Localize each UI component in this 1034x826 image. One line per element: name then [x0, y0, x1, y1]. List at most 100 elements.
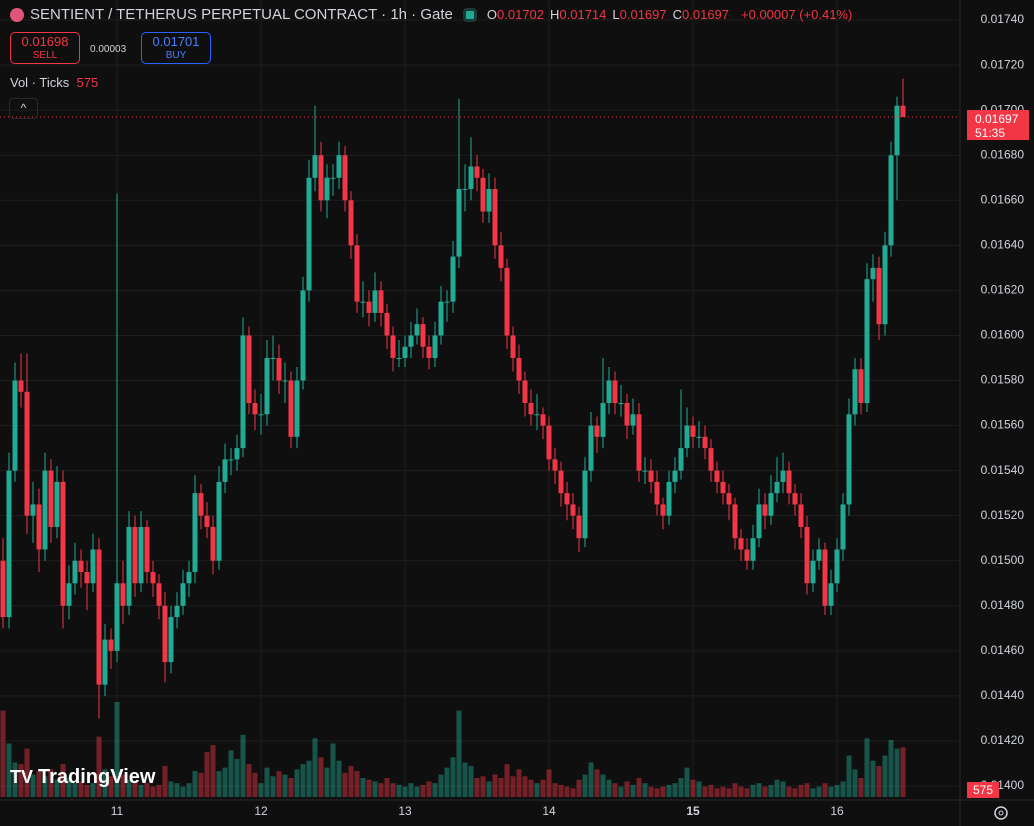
volume-bar: [798, 784, 804, 797]
volume-bar: [54, 779, 60, 797]
candle-body: [432, 335, 438, 358]
volume-bar: [528, 779, 534, 797]
candle-body: [354, 245, 360, 302]
volume-bar: [216, 771, 222, 797]
volume-bar: [792, 788, 798, 797]
candle-body: [528, 403, 534, 415]
candle-body: [852, 369, 858, 415]
candle-body: [534, 414, 540, 416]
volume-bar: [210, 745, 216, 797]
volume-bar: [690, 779, 696, 797]
candle-body: [558, 470, 564, 494]
volume-bar: [396, 784, 402, 797]
volume-bar: [534, 783, 540, 797]
volume-bar: [174, 783, 180, 797]
collapse-button[interactable]: ^: [9, 98, 38, 119]
candle-body: [318, 155, 324, 201]
volume-bar: [720, 786, 726, 797]
volume-bar: [132, 781, 138, 797]
candle-body: [330, 177, 336, 179]
volume-bar: [414, 786, 420, 797]
candle-body: [510, 335, 516, 358]
volume-bar: [738, 786, 744, 797]
volume-bar: [462, 762, 468, 797]
candle-body: [600, 403, 606, 437]
candle-body: [522, 380, 528, 404]
volume-bar: [222, 767, 228, 797]
volume-bar: [684, 767, 690, 797]
candle-body: [792, 493, 798, 505]
y-tick-label: 0.01440: [981, 688, 1025, 702]
volume-bar: [624, 781, 630, 797]
candle-body: [174, 605, 180, 618]
symbol-title: SENTIENT / TETHERUS PERPETUAL CONTRACT ·…: [30, 6, 453, 23]
candle-body: [120, 583, 126, 606]
volume-bar: [774, 779, 780, 797]
volume-bar: [120, 774, 126, 797]
candle-body: [192, 493, 198, 573]
x-tick-label: 15: [686, 804, 700, 818]
volume-bar: [900, 747, 906, 797]
candle-body: [900, 105, 906, 117]
candle-body: [396, 357, 402, 359]
volume-bar: [564, 786, 570, 797]
candle-body: [666, 481, 672, 516]
candle-body: [36, 504, 42, 550]
candle-body: [444, 301, 450, 303]
spread: 0.00003: [90, 44, 127, 55]
y-tick-label: 0.01720: [981, 57, 1025, 71]
sell-button[interactable]: 0.01698 SELL: [10, 32, 80, 64]
volume-bar: [366, 779, 372, 797]
candle-body: [744, 549, 750, 561]
volume-bar: [516, 769, 522, 797]
price-tag-countdown: 51:35: [975, 126, 1006, 140]
candle-body: [186, 572, 192, 584]
volume-bar: [198, 772, 204, 797]
candle-body: [222, 459, 228, 482]
volume-bar: [810, 788, 816, 797]
legend-header: SENTIENT / TETHERUS PERPETUAL CONTRACT ·…: [10, 6, 852, 23]
candle-body: [516, 357, 522, 381]
volume-bar: [18, 764, 24, 797]
candle-body: [648, 470, 654, 482]
candle-body: [384, 312, 390, 336]
candle-body: [456, 189, 462, 257]
volume-bar: [90, 783, 96, 797]
candle-body: [450, 256, 456, 302]
candle-body: [750, 538, 756, 561]
volume-bar: [732, 783, 738, 797]
candle-body: [624, 403, 630, 426]
volume-bar: [234, 759, 240, 797]
volume-bar: [138, 784, 144, 797]
volume-bar: [156, 784, 162, 797]
volume-bar: [504, 764, 510, 797]
buy-button[interactable]: 0.01701 BUY: [141, 32, 211, 64]
candle-body: [342, 155, 348, 201]
y-tick-label: 0.01460: [981, 643, 1025, 657]
y-tick-label: 0.01480: [981, 598, 1025, 612]
candle-body: [30, 504, 36, 516]
symbol-icon: [10, 7, 24, 22]
volume-bar: [576, 779, 582, 797]
volume-bar: [150, 786, 156, 797]
volume-bar: [342, 772, 348, 797]
candle-body: [504, 267, 510, 336]
volume-bar: [702, 786, 708, 797]
candle-body: [810, 560, 816, 584]
candle-body: [690, 425, 696, 437]
volume-bar: [474, 778, 480, 797]
candle-body: [612, 380, 618, 404]
volume-bar: [522, 776, 528, 797]
volume-bar: [600, 774, 606, 797]
candle-body: [210, 526, 216, 561]
volume-bar: [786, 786, 792, 797]
candle-body: [816, 549, 822, 561]
volume-bar: [348, 765, 354, 797]
volume-bar: [822, 783, 828, 797]
volume-bar: [582, 774, 588, 797]
volume-bar: [408, 783, 414, 797]
settings-icon[interactable]: [990, 802, 1012, 824]
candle-body: [426, 346, 432, 358]
volume-bar: [648, 786, 654, 797]
